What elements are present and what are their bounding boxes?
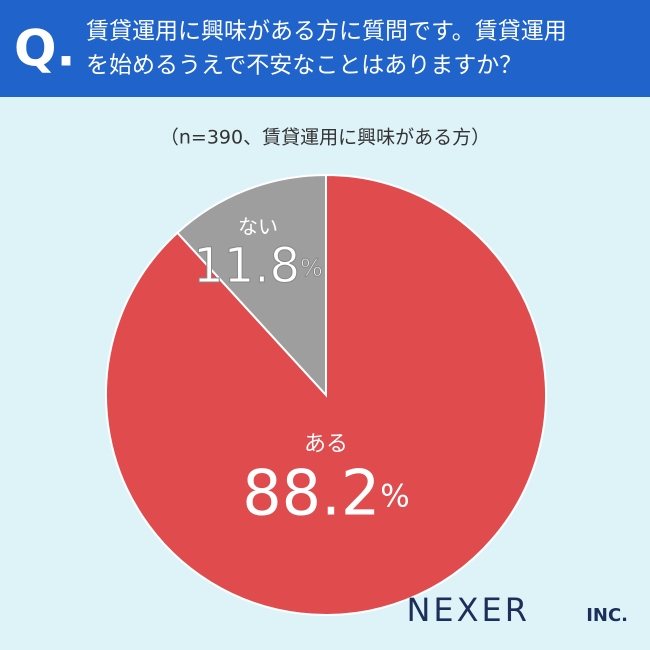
chart-title: を始めるうえで不安なことはありますか？ [86, 53, 522, 79]
header [0, 0, 650, 97]
value-unit: % [380, 478, 409, 514]
brand: NEXER [406, 591, 530, 629]
value-unit: % [300, 254, 323, 282]
brand-suffix: INC. [586, 605, 628, 626]
pie-slice [176, 173, 327, 398]
chart-subtitle: （n=390、賃貸運用に興味がある方） [160, 127, 490, 149]
question-mark: Q. [14, 20, 76, 78]
slice-category: ある [304, 432, 348, 457]
slice-category: ない [238, 215, 278, 239]
value-number: 88.2 [242, 457, 380, 530]
chart-title: 賃貸運用に興味がある方に質問です。賃貸運用 [86, 19, 567, 45]
slice-value-label: 11.8% [193, 238, 323, 294]
value-number: 11.8 [193, 238, 300, 294]
slice-value-label: 88.2% [242, 457, 410, 530]
